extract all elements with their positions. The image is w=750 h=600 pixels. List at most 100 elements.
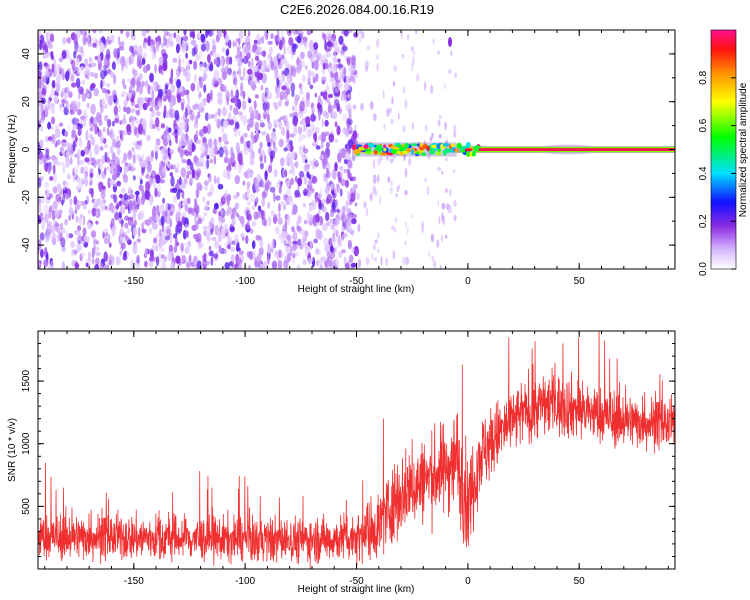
spectrogram-noise-cell xyxy=(161,69,164,76)
spectrogram-noise-cell xyxy=(385,155,389,161)
spectrogram-noise-cell xyxy=(307,76,311,83)
spectrogram-noise-cell xyxy=(241,218,245,228)
spectrogram-noise-cell xyxy=(213,138,217,147)
spectrogram-noise-cell xyxy=(329,218,334,224)
spectrogram-noise-cell xyxy=(133,50,138,55)
spectrogram-noise-cell xyxy=(128,45,134,53)
spectrogram-noise-cell xyxy=(415,73,420,82)
spectrogram-noise-cell xyxy=(54,129,61,139)
spectrogram-noise-cell xyxy=(256,173,262,183)
spectrogram-noise-cell xyxy=(176,242,180,246)
spectrogram-noise-cell xyxy=(347,159,353,169)
spectrogram-noise-cell xyxy=(390,118,394,124)
spectrogram-noise-cell xyxy=(267,254,270,265)
spectrogram-noise-cell xyxy=(171,187,178,194)
spectrogram-noise-cell xyxy=(41,97,46,105)
spectrogram-noise-cell xyxy=(230,254,235,263)
spectrogram-noise-cell xyxy=(125,251,130,257)
spectrogram-noise-cell xyxy=(162,132,167,141)
spectrogram-noise-cell xyxy=(357,133,360,139)
spectrogram-noise-cell xyxy=(125,31,130,38)
spectrogram-noise-cell xyxy=(70,252,76,257)
spectrogram-noise-cell xyxy=(429,136,433,142)
spectrogram-noise-cell xyxy=(322,237,329,246)
spectrogram-noise-cell xyxy=(107,233,111,245)
spectrogram-noise-cell xyxy=(322,110,328,117)
spectrogram-noise-cell xyxy=(441,170,444,175)
spectrogram-noise-cell xyxy=(347,208,352,218)
spectrogram-noise-cell xyxy=(213,155,217,165)
spectrogram-noise-cell xyxy=(137,45,143,57)
spectrogram-noise-cell xyxy=(123,129,127,136)
spectrogram-noise-cell xyxy=(113,105,119,116)
spectrogram-noise-cell xyxy=(357,223,361,232)
spectrogram-noise-cell xyxy=(146,156,150,163)
signal-band-cell xyxy=(421,152,427,156)
spectrogram-noise-cell xyxy=(197,31,201,39)
spectrogram-noise-cell xyxy=(99,204,106,212)
spectrogram-noise-cell xyxy=(200,43,206,52)
spectrogram-noise-cell xyxy=(193,121,199,129)
spectrogram-noise-cell xyxy=(274,73,278,80)
spectrogram-noise-cell xyxy=(73,195,78,206)
spectrogram-noise-cell xyxy=(225,152,229,164)
spectrogram-noise-cell xyxy=(314,47,318,58)
spectrogram-noise-cell xyxy=(324,39,327,51)
spectrogram-noise-cell xyxy=(346,93,352,99)
spectrogram-noise-cell xyxy=(255,185,260,193)
spectrogram-noise-cell xyxy=(189,113,194,121)
spectrogram-noise-cell xyxy=(396,185,400,193)
spectrogram-noise-cell xyxy=(428,250,431,258)
spectrogram-noise-cell xyxy=(195,188,200,199)
spectrogram-noise-cell xyxy=(256,46,263,52)
spectrogram-noise-cell xyxy=(258,68,264,73)
spectrogram-noise-cell xyxy=(151,210,157,222)
spectrogram-noise-cell xyxy=(424,177,428,182)
spectrogram-noise-cell xyxy=(128,165,132,171)
spectrogram-noise-cell xyxy=(208,174,212,183)
spectrogram-noise-cell xyxy=(212,253,219,259)
spectrogram-noise-cell xyxy=(185,230,189,238)
spectrogram-noise-cell xyxy=(261,210,264,220)
spectrogram-noise-cell xyxy=(117,35,121,46)
spectrogram-noise-cell xyxy=(182,211,186,218)
spectrogram-noise-cell xyxy=(214,202,219,210)
spectrogram-noise-cell xyxy=(154,63,157,74)
spectrogram-noise-cell xyxy=(90,168,94,174)
spectrogram-noise-cell xyxy=(165,125,169,135)
spectrogram-noise-cell xyxy=(322,223,328,232)
spectrogram-noise-cell xyxy=(222,132,228,143)
spectrogram-noise-cell xyxy=(145,174,150,180)
spectrogram-noise-cell xyxy=(243,76,248,81)
spectrogram-noise-cell xyxy=(223,223,229,234)
spectrogram-noise-cell xyxy=(322,33,327,42)
spectrogram-noise-cell xyxy=(56,74,61,84)
spectrogram-noise-cell xyxy=(308,179,313,186)
spectrogram-noise-cell xyxy=(132,175,136,181)
spectrogram-noise-cell xyxy=(45,31,49,43)
spectrogram-noise-cell xyxy=(145,30,150,34)
spectrogram-noise-cell xyxy=(328,101,331,113)
spectrogram-noise-cell xyxy=(63,91,68,101)
spectrogram-noise-cell xyxy=(262,260,268,269)
spectrogram-noise-cell xyxy=(233,205,237,217)
spectrogram-noise-cell xyxy=(159,203,165,215)
spectrogram-noise-cell xyxy=(281,159,285,166)
spectrogram-noise-cell xyxy=(360,102,364,111)
spectrogram-noise-cell xyxy=(188,59,193,65)
spectrogram-noise-cell xyxy=(149,112,154,122)
snr-y-tick-label: 1000 xyxy=(21,432,32,455)
spectrogram-noise-cell xyxy=(217,183,224,190)
spectrogram-noise-cell xyxy=(75,58,80,66)
spectrogram-noise-cell xyxy=(376,231,380,240)
spectrogram-noise-cell xyxy=(343,168,347,174)
spectrogram-noise-cell xyxy=(337,58,341,63)
spectrogram-noise-cell xyxy=(453,130,457,139)
spectrogram-noise-cell xyxy=(50,116,56,125)
spectrogram-noise-cell xyxy=(345,75,350,83)
spectrogram-noise-cell xyxy=(227,244,231,250)
colorbar-tick-label: 0.2 xyxy=(698,214,709,228)
spectrogram-noise-cell xyxy=(64,86,70,94)
spectrogram-noise-cell xyxy=(201,106,205,113)
